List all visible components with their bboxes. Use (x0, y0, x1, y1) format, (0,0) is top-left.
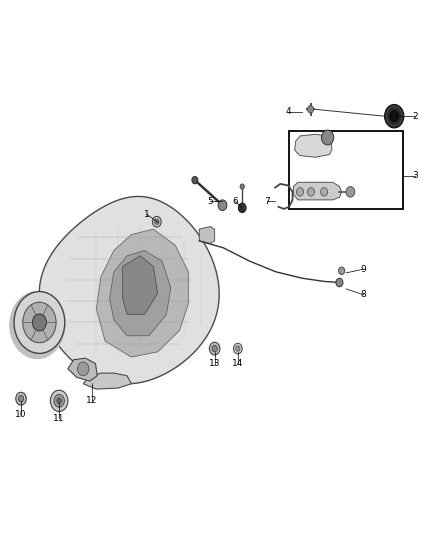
Text: 1: 1 (144, 210, 150, 219)
Circle shape (390, 111, 399, 122)
Text: 5: 5 (207, 197, 213, 206)
Circle shape (385, 104, 404, 128)
Circle shape (346, 187, 355, 197)
Circle shape (336, 278, 343, 287)
Circle shape (212, 345, 217, 352)
Text: 13: 13 (209, 359, 220, 368)
Circle shape (152, 216, 161, 227)
Circle shape (9, 291, 65, 359)
Text: 9: 9 (360, 265, 367, 273)
Circle shape (78, 362, 89, 376)
Polygon shape (293, 182, 342, 200)
Polygon shape (295, 134, 332, 157)
Polygon shape (39, 197, 219, 384)
Text: 14: 14 (232, 359, 244, 368)
Circle shape (16, 392, 26, 405)
Polygon shape (96, 229, 188, 357)
Circle shape (23, 302, 56, 343)
Text: 8: 8 (360, 290, 367, 299)
Circle shape (192, 176, 198, 184)
Circle shape (209, 342, 220, 355)
Polygon shape (110, 251, 171, 336)
Circle shape (307, 188, 314, 196)
Circle shape (297, 188, 304, 196)
Circle shape (50, 390, 68, 411)
Text: 11: 11 (53, 414, 65, 423)
Circle shape (18, 395, 24, 402)
Circle shape (218, 200, 227, 211)
Text: 3: 3 (412, 172, 418, 180)
Circle shape (238, 203, 246, 213)
Circle shape (233, 343, 242, 354)
Text: 6: 6 (232, 197, 238, 206)
Circle shape (155, 219, 159, 224)
Circle shape (57, 398, 61, 403)
Text: 4: 4 (286, 108, 291, 116)
Circle shape (32, 314, 46, 331)
Circle shape (307, 106, 314, 113)
Text: 7: 7 (264, 197, 270, 206)
Polygon shape (68, 358, 97, 381)
Text: 10: 10 (15, 410, 27, 419)
Circle shape (321, 188, 328, 196)
Circle shape (236, 346, 240, 351)
Circle shape (14, 292, 65, 353)
Text: 12: 12 (86, 397, 98, 405)
Polygon shape (199, 227, 215, 244)
Polygon shape (123, 256, 158, 314)
Circle shape (54, 394, 64, 407)
FancyBboxPatch shape (289, 131, 403, 209)
Circle shape (339, 267, 345, 274)
Circle shape (321, 130, 334, 145)
Circle shape (240, 184, 244, 189)
Polygon shape (83, 373, 131, 389)
Text: 2: 2 (413, 112, 418, 120)
